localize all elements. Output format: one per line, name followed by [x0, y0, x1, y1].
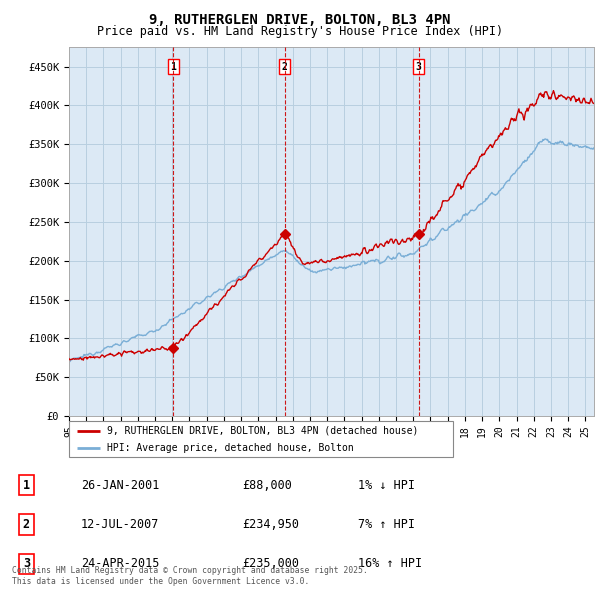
Text: 7% ↑ HPI: 7% ↑ HPI [358, 518, 415, 531]
Text: 3: 3 [23, 558, 30, 571]
Text: £234,950: £234,950 [242, 518, 299, 531]
Text: 1% ↓ HPI: 1% ↓ HPI [358, 478, 415, 491]
Text: 12-JUL-2007: 12-JUL-2007 [81, 518, 160, 531]
Text: £235,000: £235,000 [242, 558, 299, 571]
Text: 24-APR-2015: 24-APR-2015 [81, 558, 160, 571]
Text: This data is licensed under the Open Government Licence v3.0.: This data is licensed under the Open Gov… [12, 577, 310, 586]
Text: 3: 3 [416, 61, 422, 71]
Text: 1: 1 [170, 61, 176, 71]
Text: 2: 2 [282, 61, 288, 71]
Text: HPI: Average price, detached house, Bolton: HPI: Average price, detached house, Bolt… [107, 443, 354, 453]
Text: 9, RUTHERGLEN DRIVE, BOLTON, BL3 4PN (detached house): 9, RUTHERGLEN DRIVE, BOLTON, BL3 4PN (de… [107, 426, 419, 436]
Text: Contains HM Land Registry data © Crown copyright and database right 2025.: Contains HM Land Registry data © Crown c… [12, 566, 368, 575]
Text: 9, RUTHERGLEN DRIVE, BOLTON, BL3 4PN: 9, RUTHERGLEN DRIVE, BOLTON, BL3 4PN [149, 13, 451, 27]
Text: Price paid vs. HM Land Registry's House Price Index (HPI): Price paid vs. HM Land Registry's House … [97, 25, 503, 38]
Text: 26-JAN-2001: 26-JAN-2001 [81, 478, 160, 491]
Text: £88,000: £88,000 [242, 478, 292, 491]
Text: 16% ↑ HPI: 16% ↑ HPI [358, 558, 422, 571]
Text: 2: 2 [23, 518, 30, 531]
Text: 1: 1 [23, 478, 30, 491]
